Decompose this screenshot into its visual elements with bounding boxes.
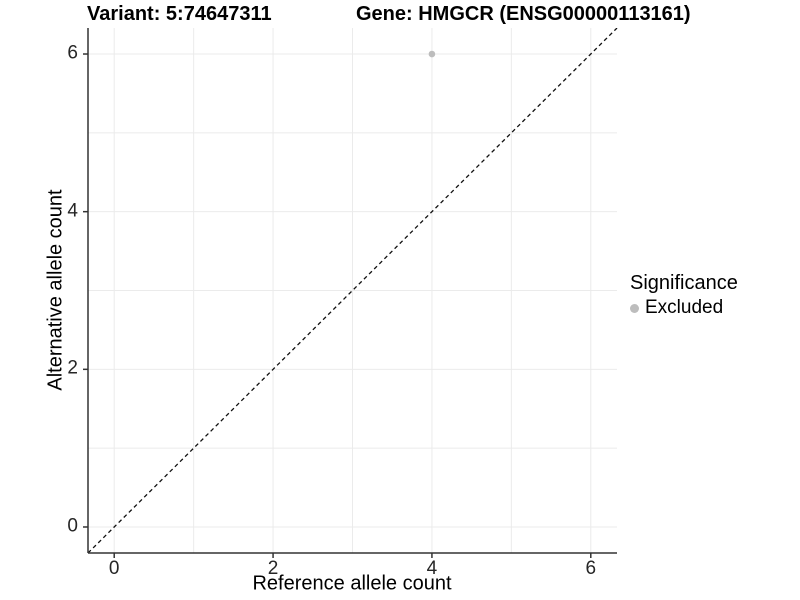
plot-title-variant: Variant: 5:74647311 bbox=[87, 3, 272, 25]
legend: Significance Excluded bbox=[630, 270, 738, 320]
legend-point-icon bbox=[630, 303, 639, 313]
x-tick-label: 4 bbox=[426, 558, 438, 579]
legend-title: Significance bbox=[630, 272, 738, 294]
y-tick-label: 0 bbox=[67, 515, 78, 537]
legend-item: Excluded bbox=[630, 296, 738, 320]
plot-panel bbox=[83, 28, 618, 558]
x-tick-label: 2 bbox=[267, 558, 279, 579]
y-tick-label: 4 bbox=[67, 200, 78, 222]
identity-dashed-line bbox=[87, 28, 618, 554]
legend-items: Excluded bbox=[630, 296, 738, 320]
y-tick-label: 6 bbox=[67, 42, 78, 64]
plot-title-gene: Gene: HMGCR (ENSG00000113161) bbox=[356, 3, 691, 25]
y-tick-label: 2 bbox=[67, 357, 78, 379]
x-axis-title: Reference allele count bbox=[252, 572, 452, 595]
legend-item-label: Excluded bbox=[645, 297, 724, 318]
data-point bbox=[428, 50, 436, 58]
x-tick-label: 6 bbox=[585, 558, 597, 579]
x-tick-label: 0 bbox=[108, 558, 120, 579]
y-axis-title: Alternative allele count bbox=[44, 189, 67, 391]
